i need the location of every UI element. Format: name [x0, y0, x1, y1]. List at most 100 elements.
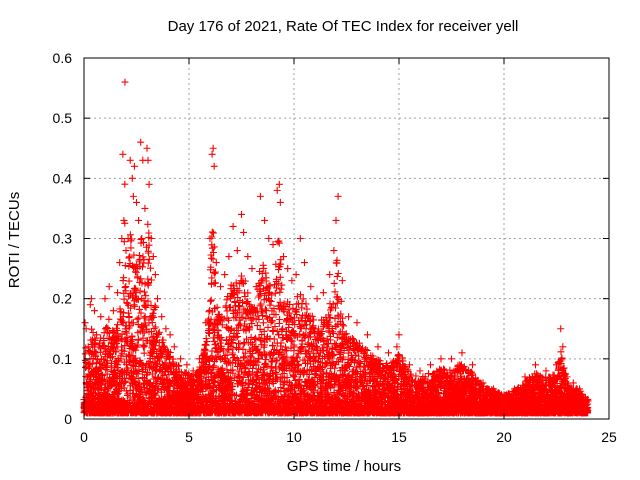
data-point	[121, 78, 129, 86]
data-point	[212, 259, 220, 267]
data-point	[135, 216, 143, 224]
data-point	[229, 222, 237, 230]
data-point	[143, 144, 151, 152]
data-point	[154, 295, 161, 303]
data-point	[221, 271, 229, 279]
data-point	[406, 361, 413, 369]
data-point	[296, 235, 304, 242]
y-tick-label: 0.6	[53, 50, 73, 66]
data-point	[217, 283, 224, 291]
data-point	[345, 313, 353, 321]
data-point	[275, 180, 283, 188]
y-tick-label: 0.2	[53, 291, 73, 307]
y-axis-label: ROTI / TECUs	[6, 192, 23, 288]
data-point	[151, 271, 159, 279]
data-point	[91, 307, 98, 315]
y-tick-label: 0.3	[53, 231, 73, 247]
data-point	[109, 307, 117, 315]
data-point	[326, 271, 334, 279]
data-point	[273, 186, 281, 194]
data-point	[448, 355, 455, 363]
data-point	[256, 192, 264, 200]
x-tick-label: 0	[80, 429, 88, 445]
data-point	[240, 228, 248, 236]
data-point	[364, 331, 371, 339]
data-point	[130, 162, 138, 170]
data-point	[301, 259, 308, 267]
x-tick-label: 5	[185, 429, 193, 445]
data-point	[116, 259, 124, 267]
data-point	[330, 247, 338, 255]
data-point	[334, 192, 342, 200]
data-point	[138, 235, 146, 242]
data-point	[313, 295, 321, 303]
data-point	[374, 343, 382, 351]
data-point	[532, 361, 539, 369]
data-point	[225, 253, 233, 261]
y-tick-label: 0.4	[53, 170, 73, 186]
x-tick-label: 10	[286, 429, 302, 445]
data-point	[557, 325, 565, 333]
data-point	[332, 216, 340, 224]
data-point	[569, 379, 577, 387]
points-layer	[81, 78, 592, 405]
data-point	[81, 319, 89, 327]
x-tick-label: 15	[391, 429, 407, 445]
data-point	[101, 295, 109, 303]
data-point	[469, 361, 476, 369]
data-point	[105, 283, 113, 291]
x-tick-label: 20	[496, 429, 512, 445]
tick-layer: 0 5 10 15 20 25 0 0.1 0.2 0.3 0.4 0.5 0.6	[53, 50, 617, 445]
data-point	[233, 247, 241, 255]
data-point	[393, 343, 401, 351]
data-point	[210, 162, 218, 170]
y-tick-label: 0.1	[53, 351, 73, 367]
data-point	[458, 349, 466, 357]
data-point	[385, 349, 392, 357]
data-point	[144, 156, 152, 164]
data-point	[129, 192, 137, 200]
data-point	[209, 144, 217, 152]
data-point	[86, 301, 94, 309]
data-point	[288, 277, 296, 285]
data-point	[338, 277, 346, 285]
data-point	[261, 216, 269, 224]
data-point	[307, 283, 315, 291]
data-point	[284, 265, 292, 273]
data-point	[122, 247, 130, 255]
data-point	[292, 271, 300, 279]
data-point	[437, 355, 445, 363]
data-point	[238, 210, 245, 218]
data-point	[149, 253, 157, 261]
chart-title: Day 176 of 2021, Rate Of TEC Index for r…	[168, 18, 519, 35]
data-point	[427, 361, 434, 369]
x-tick-label: 25	[601, 429, 617, 445]
data-point	[137, 138, 145, 146]
data-point	[126, 156, 134, 164]
data-point	[119, 150, 127, 158]
y-tick-label: 0	[64, 411, 72, 427]
data-point	[145, 180, 153, 188]
data-point	[208, 150, 216, 158]
y-tick-label: 0.5	[53, 110, 73, 126]
data-point	[158, 313, 166, 321]
data-point	[248, 265, 256, 273]
data-point	[183, 361, 191, 369]
data-point	[97, 313, 105, 321]
data-point	[395, 331, 403, 339]
data-point	[559, 343, 567, 351]
data-point	[166, 331, 174, 339]
data-point	[170, 343, 178, 351]
data-point	[162, 325, 170, 333]
data-point	[189, 367, 197, 375]
data-point	[177, 355, 185, 363]
data-point	[269, 241, 277, 249]
x-axis-label: GPS time / hours	[287, 458, 401, 475]
data-point	[128, 174, 136, 182]
data-point	[319, 289, 327, 297]
data-point	[265, 235, 273, 242]
data-point	[353, 319, 361, 327]
data-point	[141, 204, 149, 212]
data-point	[542, 367, 550, 375]
